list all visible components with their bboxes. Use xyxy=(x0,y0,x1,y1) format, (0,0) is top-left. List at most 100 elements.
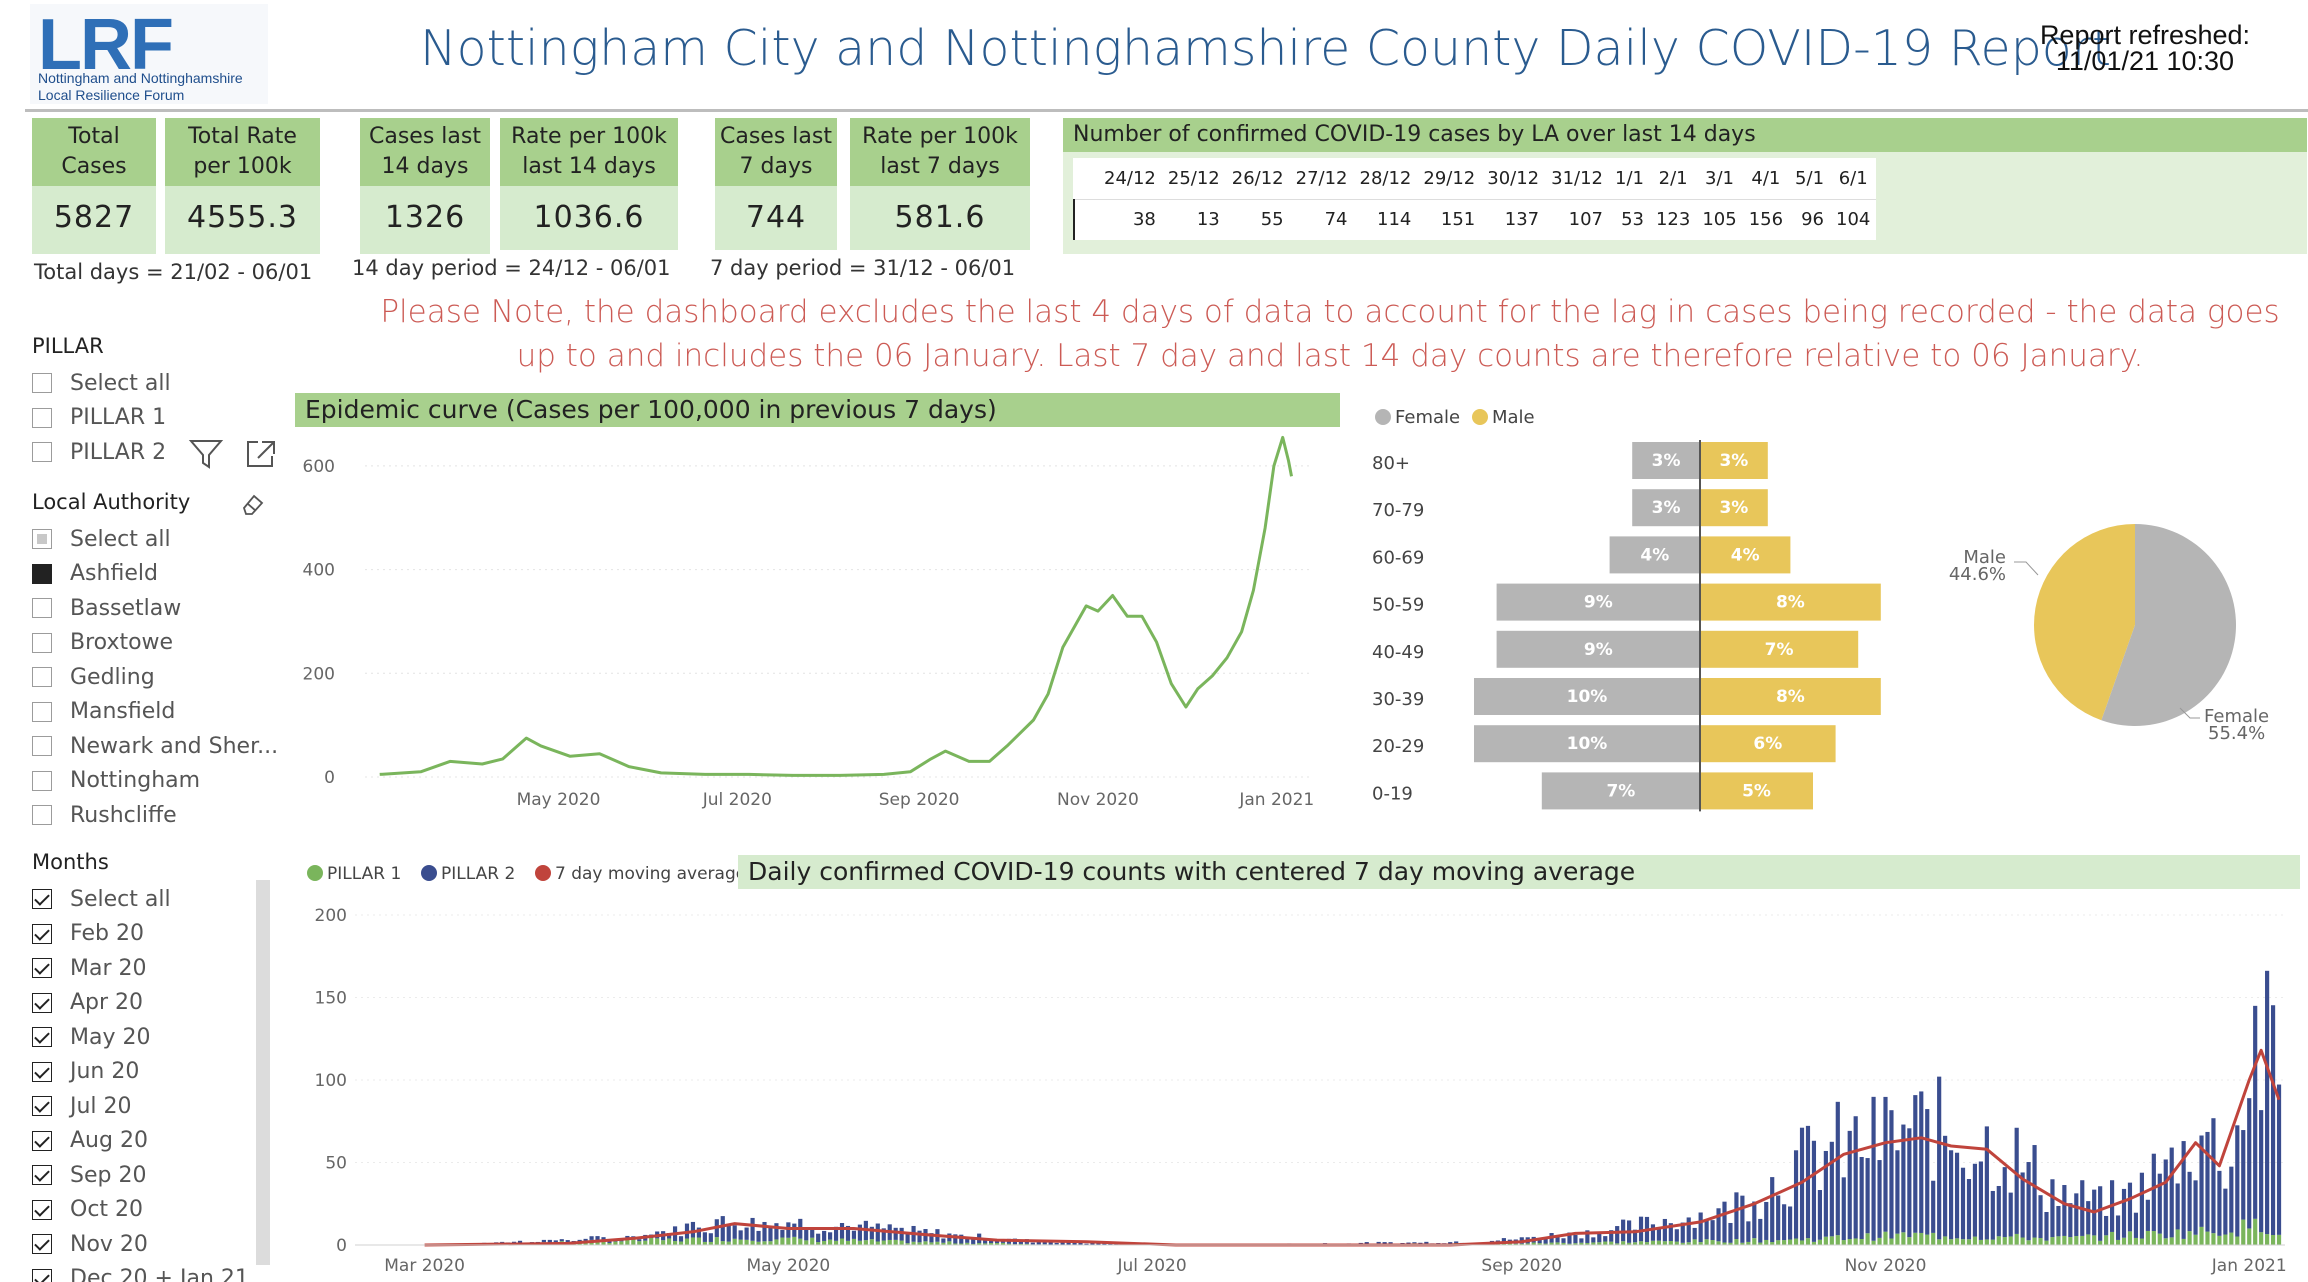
pillar2-bar xyxy=(1907,1128,1912,1238)
kpi-rate-7-days[interactable]: Rate per 100k last 7 days 581.6 xyxy=(850,118,1030,250)
checkbox[interactable] xyxy=(32,598,52,618)
slicer-option[interactable]: PILLAR 1 xyxy=(32,403,166,433)
slicer-option[interactable]: Gedling xyxy=(32,662,155,692)
slicer-option[interactable]: Oct 20 xyxy=(32,1195,143,1225)
checkbox[interactable] xyxy=(32,770,52,791)
months-scrollbar[interactable] xyxy=(256,880,270,1265)
pillar2-bar xyxy=(1966,1179,1972,1240)
la-cases-table[interactable]: 24/12 25/12 26/12 27/12 28/12 29/12 30/12 31/12… xyxy=(1073,158,1877,240)
pillar2-bar xyxy=(869,1226,874,1240)
pillar1-bar xyxy=(726,1241,731,1245)
kpi-total-cases[interactable]: Total Cases 5827 xyxy=(32,118,156,254)
checkbox[interactable] xyxy=(32,1061,52,1082)
slicer-option[interactable]: Jun 20 xyxy=(32,1057,139,1087)
slicer-option[interactable]: Select all xyxy=(32,884,171,914)
slicer-option[interactable]: Feb 20 xyxy=(32,919,144,949)
checkbox[interactable] xyxy=(32,1096,52,1116)
pillar2-bar xyxy=(1805,1125,1811,1239)
slicer-option[interactable]: Mar 20 xyxy=(32,953,147,983)
pillar1-bar xyxy=(720,1241,725,1245)
pillar1-bar xyxy=(917,1242,922,1245)
kpi-cases-7-days[interactable]: Cases last 7 days 744 xyxy=(715,118,837,250)
checkbox[interactable] xyxy=(32,1199,52,1220)
checkbox[interactable] xyxy=(32,1268,52,1282)
slicer-option[interactable]: May 20 xyxy=(32,1022,150,1052)
checkbox[interactable] xyxy=(32,529,52,549)
slicer-option[interactable]: Select all xyxy=(32,368,171,398)
slicer-option[interactable]: Nottingham xyxy=(32,766,200,796)
slicer-option[interactable]: Broxtowe xyxy=(32,628,173,658)
slicer-option[interactable]: Jul 20 xyxy=(32,1091,132,1121)
pillar2-bar xyxy=(2127,1182,2133,1232)
slicer-option[interactable]: Bassetlaw xyxy=(32,593,181,623)
checkbox[interactable] xyxy=(32,736,52,756)
la-value-cell: 104 xyxy=(1836,209,1871,231)
male-bar xyxy=(1700,678,1881,715)
slicer-option[interactable]: Sep 20 xyxy=(32,1160,146,1190)
la-value-cell: 151 xyxy=(1440,209,1476,231)
slicer-option[interactable]: Apr 20 xyxy=(32,988,143,1018)
pillar2-bar xyxy=(1716,1208,1721,1242)
la-date-cell: 4/1 xyxy=(1742,158,1790,200)
age-sex-pyramid-chart[interactable]: Female Male 80+ 3% 3% 70-79 3% 3% 60-69 4% 4% 50-59… xyxy=(1360,395,1920,815)
la-value-cell: 74 xyxy=(1324,209,1348,231)
logo-text: LRF xyxy=(38,5,174,85)
slicer-option[interactable]: Ashfield xyxy=(32,559,158,589)
checkbox[interactable] xyxy=(32,1234,52,1254)
pillar1-bar xyxy=(1972,1236,1978,1245)
kpi-rate-14-days[interactable]: Rate per 100k last 14 days 1036.6 xyxy=(500,118,678,250)
slicer-option[interactable]: Dec 20 + Jan 21 xyxy=(32,1264,249,1282)
slicer-option[interactable]: Aug 20 xyxy=(32,1126,148,1156)
focus-mode-icon[interactable] xyxy=(244,438,278,470)
checkbox[interactable] xyxy=(32,701,52,722)
pillar1-bar xyxy=(1627,1242,1632,1245)
slicer-option[interactable]: Newark and Sher... xyxy=(32,731,278,761)
pillar1-bar xyxy=(2265,1234,2270,1245)
pillar2-bar xyxy=(1650,1224,1656,1241)
pillar2-bar xyxy=(2002,1167,2007,1238)
slicer-option[interactable]: Mansfield xyxy=(32,697,175,727)
checkbox[interactable] xyxy=(32,889,52,909)
checkbox[interactable] xyxy=(32,1130,52,1151)
eraser-icon[interactable] xyxy=(238,490,266,518)
checkbox[interactable] xyxy=(32,958,52,978)
checkbox[interactable] xyxy=(32,992,52,1013)
pillar2-bar xyxy=(1054,1242,1059,1245)
pillar1-bar xyxy=(2133,1237,2139,1245)
pillar1-bar xyxy=(1525,1243,1530,1245)
male-bar xyxy=(1700,630,1859,668)
checkbox[interactable] xyxy=(32,1027,52,1047)
pillar1-bar xyxy=(1638,1241,1644,1245)
logo-subtitle-line-2: Local Resilience Forum xyxy=(38,87,185,103)
filter-icon[interactable] xyxy=(188,438,224,470)
pillar2-bar xyxy=(1030,1242,1035,1245)
pillar1-bar xyxy=(1823,1236,1828,1245)
checkbox[interactable] xyxy=(32,563,52,584)
kpi-total-rate[interactable]: Total Rate per 100k 4555.3 xyxy=(165,118,320,254)
male-data-label: 5% xyxy=(1742,781,1771,801)
pillar1-bar xyxy=(2253,1218,2258,1245)
pillar1-bar xyxy=(1931,1232,1936,1245)
checkbox[interactable] xyxy=(32,632,52,653)
checkbox[interactable] xyxy=(32,805,52,825)
pillar1-bar xyxy=(1817,1239,1822,1245)
pillar1-bar xyxy=(965,1242,970,1245)
checkbox[interactable] xyxy=(32,442,52,462)
slicer-option[interactable]: PILLAR 2 xyxy=(32,437,166,467)
pillar1-bar xyxy=(2127,1231,2133,1245)
pillar1-bar xyxy=(851,1238,857,1245)
checkbox[interactable] xyxy=(32,667,52,687)
checkbox[interactable] xyxy=(32,923,52,944)
pillar1-bar xyxy=(1776,1240,1781,1245)
age-band-label: 20-29 xyxy=(1372,736,1424,757)
epidemic-curve-chart[interactable]: 0 200 400 600 May 2020 Jul 2020 Sep 2020 Nov 20… xyxy=(290,430,1350,815)
slicer-option[interactable]: Rushcliffe xyxy=(32,800,177,830)
kpi-cases-14-days[interactable]: Cases last 14 days 1326 xyxy=(360,118,490,254)
checkbox[interactable] xyxy=(32,1165,52,1185)
slicer-option[interactable]: Nov 20 xyxy=(32,1229,148,1259)
checkbox[interactable] xyxy=(32,407,52,428)
daily-counts-chart[interactable]: 0 50 100 150 200 Mar 2020 May 2020 Jul 2020 Sep … xyxy=(295,895,2308,1282)
slicer-option[interactable]: Select all xyxy=(32,524,171,554)
checkbox[interactable] xyxy=(32,373,52,393)
